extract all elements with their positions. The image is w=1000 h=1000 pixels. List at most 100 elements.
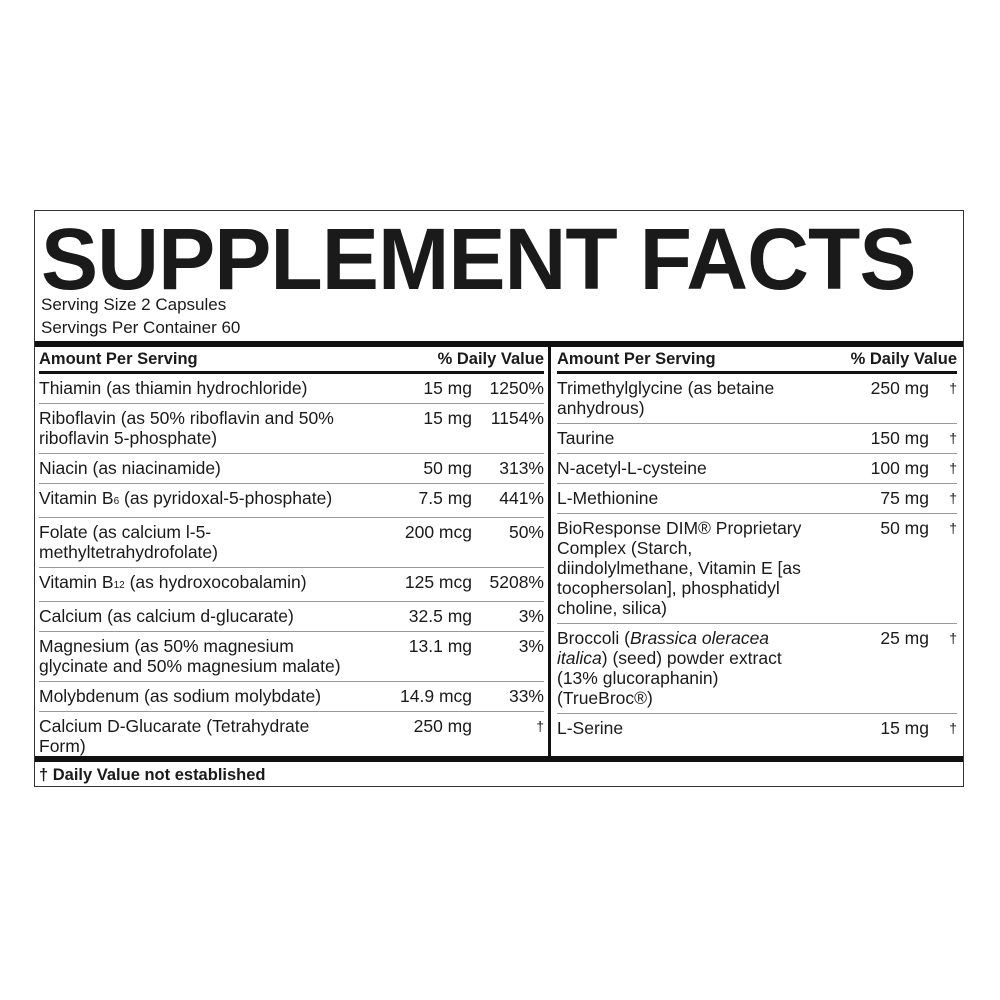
nutrient-amount: 50 mg — [423, 458, 472, 478]
nutrient-name-part: Calcium (as calcium d-glucarate) — [39, 606, 294, 626]
nutrient-name: Thiamin (as thiamin hydrochloride) — [39, 378, 357, 398]
nutrient-row: Broccoli (Brassica oleracea italica) (se… — [557, 624, 957, 714]
nutrient-name-part: Trimethylglycine (as betaine anhydrous) — [557, 378, 775, 418]
nutrient-name: Calcium D-Glucarate (Tetrahydrate Form) — [39, 716, 357, 756]
nutrient-name-part: ) (seed) powder extract (13% glucoraphan… — [557, 648, 782, 708]
nutrient-name-part: N-acetyl-L-cysteine — [557, 458, 707, 478]
nutrient-row: Niacin (as niacinamide) 50 mg 313% — [39, 454, 544, 484]
nutrient-daily-value: 33% — [508, 686, 544, 706]
right-rows: Trimethylglycine (as betaine anhydrous) 2… — [557, 374, 957, 743]
nutrient-amount: 32.5 mg — [408, 606, 472, 626]
left-column: Amount Per Serving % Daily Value Thiamin… — [39, 349, 544, 761]
nutrient-amount: 50 mg — [880, 518, 929, 538]
nutrient-name-part: Molybdenum (as sodium molybdate) — [39, 686, 322, 706]
nutrient-name-part: 6 — [113, 496, 120, 507]
nutrient-daily-value: 5208% — [489, 572, 545, 592]
nutrient-amount: 15 mg — [423, 378, 472, 398]
nutrient-row: Magnesium (as 50% magnesium glycinate an… — [39, 632, 544, 682]
nutrient-name-part: Magnesium (as 50% magnesium glycinate an… — [39, 636, 341, 676]
nutrient-name: Molybdenum (as sodium molybdate) — [39, 686, 357, 706]
nutrient-amount: 25 mg — [880, 628, 929, 648]
nutrient-name-part: Calcium D-Glucarate (Tetrahydrate Form) — [39, 716, 310, 756]
nutrient-name: L-Methionine — [557, 488, 819, 508]
nutrient-row: Thiamin (as thiamin hydrochloride) 15 mg 1… — [39, 374, 544, 404]
bottom-thick-rule — [35, 756, 963, 762]
amount-per-serving-header: Amount Per Serving — [557, 350, 716, 368]
nutrient-name-part: L-Methionine — [557, 488, 659, 508]
nutrient-name-part: Vitamin B — [39, 572, 114, 592]
nutrient-name-part: Niacin (as niacinamide) — [39, 458, 221, 478]
nutrient-name: Vitamin B12 (as hydroxocobalamin) — [39, 572, 357, 596]
footnote: † Daily Value not established — [39, 766, 266, 784]
top-thick-rule — [35, 341, 963, 347]
nutrient-name: N-acetyl-L-cysteine — [557, 458, 819, 478]
servings-per-container: Servings Per Container 60 — [41, 318, 241, 337]
nutrient-row: Taurine 150 mg † — [557, 424, 957, 454]
right-header: Amount Per Serving % Daily Value — [557, 349, 957, 374]
nutrient-daily-value: † — [949, 520, 957, 536]
nutrient-row: Calcium (as calcium d-glucarate) 32.5 mg 3… — [39, 602, 544, 632]
nutrient-daily-value: † — [949, 380, 957, 396]
nutrient-name: Taurine — [557, 428, 819, 448]
nutrient-name-part: Vitamin B — [39, 488, 114, 508]
nutrient-row: Riboflavin (as 50% riboflavin and 50% ri… — [39, 404, 544, 454]
nutrient-name: Folate (as calcium l-5-methyltetrahydrof… — [39, 522, 357, 562]
nutrient-daily-value: 313% — [499, 458, 544, 478]
nutrient-daily-value: 441% — [499, 488, 544, 508]
nutrient-row: BioResponse DIM® Proprietary Complex (St… — [557, 514, 957, 624]
nutrient-row: Trimethylglycine (as betaine anhydrous) 2… — [557, 374, 957, 424]
nutrient-name-part: L-Serine — [557, 718, 624, 738]
nutrient-name-part: BioResponse DIM® Proprietary Complex (St… — [557, 518, 802, 618]
nutrient-daily-value: † — [949, 430, 957, 446]
nutrient-daily-value: † — [949, 460, 957, 476]
nutrient-name-part: Riboflavin (as 50% riboflavin and 50% ri… — [39, 408, 334, 448]
nutrient-amount: 250 mg — [870, 378, 929, 398]
nutrient-daily-value: 3% — [518, 606, 544, 626]
nutrient-name-part: (as pyridoxal-5-phosphate) — [119, 488, 333, 508]
nutrient-name: Trimethylglycine (as betaine anhydrous) — [557, 378, 819, 418]
nutrient-name-part: Broccoli ( — [557, 628, 630, 648]
nutrient-name: Calcium (as calcium d-glucarate) — [39, 606, 357, 626]
daily-value-header: % Daily Value — [850, 350, 957, 368]
nutrient-name: Magnesium (as 50% magnesium glycinate an… — [39, 636, 357, 676]
nutrient-row: Vitamin B12 (as hydroxocobalamin) 125 mcg… — [39, 568, 544, 602]
nutrient-name: L-Serine — [557, 718, 819, 738]
nutrient-amount: 200 mcg — [404, 522, 472, 542]
nutrient-name-part: Thiamin (as thiamin hydrochloride) — [39, 378, 308, 398]
serving-size: Serving Size 2 Capsules — [41, 295, 227, 314]
nutrient-amount: 13.1 mg — [408, 636, 472, 656]
supplement-facts-label: SUPPLEMENT FACTS Serving Size 2 Capsules… — [34, 210, 964, 787]
left-rows: Thiamin (as thiamin hydrochloride) 15 mg 1… — [39, 374, 544, 761]
nutrient-name: Broccoli (Brassica oleracea italica) (se… — [557, 628, 819, 708]
column-divider — [548, 343, 551, 761]
nutrient-daily-value: 3% — [518, 636, 544, 656]
left-header: Amount Per Serving % Daily Value — [39, 349, 544, 374]
nutrient-daily-value: † — [949, 630, 957, 646]
right-column: Amount Per Serving % Daily Value Trimeth… — [557, 349, 957, 743]
nutrient-name: Vitamin B6 (as pyridoxal-5-phosphate) — [39, 488, 357, 512]
nutrient-name-part: Brassica oleracea italica — [557, 628, 770, 668]
nutrient-amount: 125 mcg — [404, 572, 472, 592]
nutrient-amount: 14.9 mcg — [400, 686, 472, 706]
nutrient-row: Molybdenum (as sodium molybdate) 14.9 mcg… — [39, 682, 544, 712]
label-title: SUPPLEMENT FACTS — [41, 211, 917, 308]
nutrient-daily-value: 1250% — [489, 378, 545, 398]
nutrient-amount: 15 mg — [880, 718, 929, 738]
nutrient-amount: 150 mg — [870, 428, 929, 448]
nutrient-amount: 75 mg — [880, 488, 929, 508]
daily-value-header: % Daily Value — [437, 350, 544, 368]
nutrient-daily-value: † — [949, 720, 957, 736]
nutrient-row: Folate (as calcium l-5-methyltetrahydrof… — [39, 518, 544, 568]
nutrient-daily-value: 1154% — [490, 408, 544, 428]
nutrient-name: BioResponse DIM® Proprietary Complex (St… — [557, 518, 819, 618]
nutrient-amount: 250 mg — [413, 716, 472, 736]
nutrient-amount: 15 mg — [423, 408, 472, 428]
nutrient-row: Calcium D-Glucarate (Tetrahydrate Form) 2… — [39, 712, 544, 761]
nutrient-amount: 100 mg — [870, 458, 929, 478]
nutrient-name-part: Taurine — [557, 428, 615, 448]
nutrient-name-part: (as hydroxocobalamin) — [124, 572, 307, 592]
nutrient-daily-value: 50% — [508, 522, 544, 542]
amount-per-serving-header: Amount Per Serving — [39, 350, 198, 368]
nutrient-row: L-Serine 15 mg † — [557, 714, 957, 743]
nutrient-row: L-Methionine 75 mg † — [557, 484, 957, 514]
